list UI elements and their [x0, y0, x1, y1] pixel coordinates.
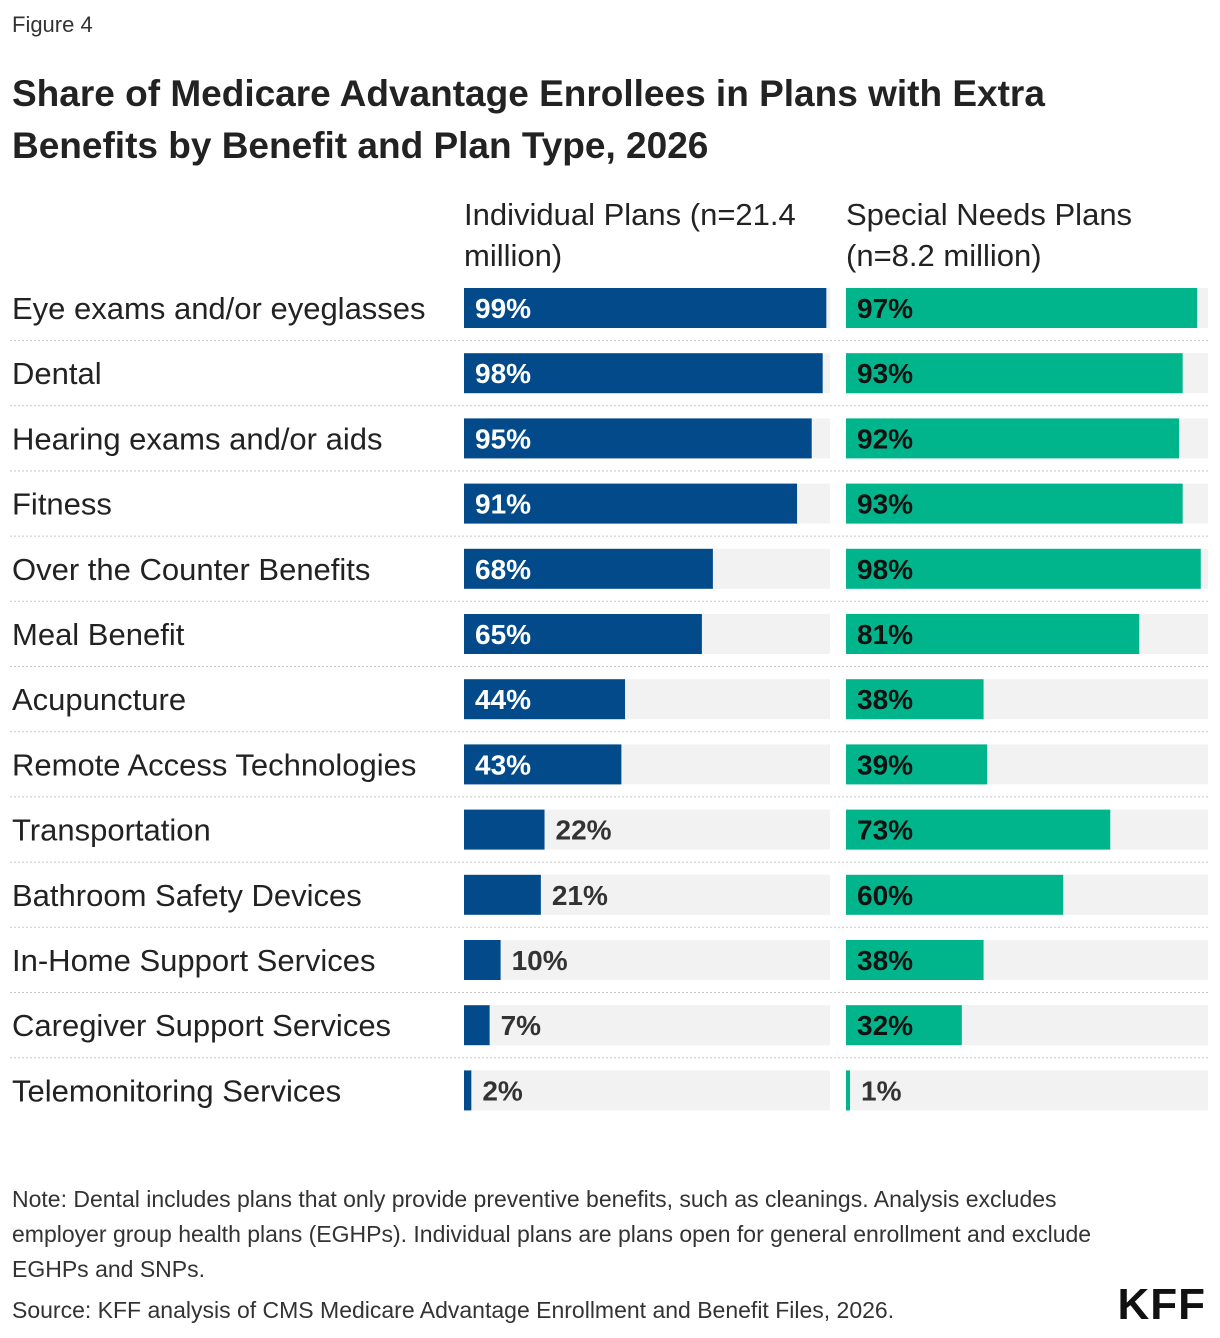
- bar-individual-fitness: [464, 483, 798, 524]
- category-label-caregiver-support-services: Caregiver Support Services: [12, 1008, 391, 1043]
- bar-snp-hearing-exams-and-or-aids: [846, 418, 1180, 459]
- bar-snp-over-the-counter-benefits: [846, 548, 1201, 589]
- data-label-snp-hearing-exams-and-or-aids: 92%: [857, 423, 913, 454]
- data-label-individual-bathroom-safety-devices: 21%: [552, 880, 608, 911]
- bar-track-individual: [464, 940, 830, 980]
- bar-snp-caregiver-support-services: [846, 1005, 962, 1046]
- bar-individual-transportation: [464, 809, 545, 850]
- bar-snp-telemonitoring-services: [846, 1070, 850, 1111]
- data-label-snp-eye-exams-and-or-eyeglasses: 97%: [857, 293, 913, 324]
- bar-snp-remote-access-technologies: [846, 744, 988, 785]
- bar-track-individual: [464, 1070, 830, 1111]
- data-label-snp-remote-access-technologies: 39%: [857, 749, 913, 780]
- bar-individual-telemonitoring-services: [464, 1070, 472, 1111]
- category-label-fitness: Fitness: [12, 487, 112, 522]
- data-label-snp-acupuncture: 38%: [857, 684, 913, 715]
- data-label-snp-fitness: 93%: [857, 489, 913, 520]
- data-label-individual-telemonitoring-services: 2%: [482, 1075, 523, 1106]
- bar-individual-eye-exams-and-or-eyeglasses: [464, 288, 827, 328]
- bar-snp-dental: [846, 353, 1183, 394]
- category-label-remote-access-technologies: Remote Access Technologies: [12, 747, 416, 782]
- data-label-snp-bathroom-safety-devices: 60%: [857, 880, 913, 911]
- data-label-individual-hearing-exams-and-or-aids: 95%: [475, 423, 531, 454]
- data-label-snp-caregiver-support-services: 32%: [857, 1010, 913, 1041]
- data-label-individual-caregiver-support-services: 7%: [501, 1010, 542, 1041]
- column-header-special-needs-plans: Special Needs Plans (n=8.2 million): [846, 197, 1133, 273]
- category-label-dental: Dental: [12, 356, 102, 391]
- bar-individual-meal-benefit: [464, 614, 702, 654]
- bar-individual-remote-access-technologies: [464, 744, 622, 785]
- data-label-snp-dental: 93%: [857, 358, 913, 389]
- figure-label: Figure 4: [12, 12, 93, 37]
- data-label-individual-meal-benefit: 65%: [475, 619, 531, 650]
- data-label-individual-eye-exams-and-or-eyeglasses: 99%: [475, 293, 531, 324]
- kff-logo: KFF: [1117, 1280, 1206, 1329]
- bar-individual-caregiver-support-services: [464, 1005, 490, 1046]
- category-label-hearing-exams-and-or-aids: Hearing exams and/or aids: [12, 421, 382, 456]
- bar-individual-bathroom-safety-devices: [464, 874, 541, 915]
- bar-individual-dental: [464, 353, 823, 394]
- category-label-over-the-counter-benefits: Over the Counter Benefits: [12, 552, 370, 587]
- chart-title: Share of Medicare Advantage Enrollees in…: [12, 73, 1045, 166]
- category-label-in-home-support-services: In-Home Support Services: [12, 943, 376, 978]
- bar-individual-over-the-counter-benefits: [464, 548, 713, 589]
- category-label-telemonitoring-services: Telemonitoring Services: [12, 1073, 341, 1108]
- category-label-acupuncture: Acupuncture: [12, 682, 186, 717]
- chart-source: Source: KFF analysis of CMS Medicare Adv…: [12, 1297, 895, 1323]
- category-label-transportation: Transportation: [12, 813, 211, 848]
- chart-note: Note: Dental includes plans that only pr…: [12, 1186, 1092, 1282]
- data-label-individual-over-the-counter-benefits: 68%: [475, 554, 531, 585]
- bar-track-snp: [846, 1070, 1208, 1111]
- bar-individual-in-home-support-services: [464, 940, 501, 980]
- data-label-snp-transportation: 73%: [857, 815, 913, 846]
- bar-track-individual: [464, 1005, 830, 1046]
- data-label-individual-acupuncture: 44%: [475, 684, 531, 715]
- data-label-individual-fitness: 91%: [475, 489, 531, 520]
- data-label-individual-remote-access-technologies: 43%: [475, 749, 531, 780]
- bar-snp-transportation: [846, 809, 1111, 850]
- bar-individual-acupuncture: [464, 679, 626, 720]
- bar-snp-acupuncture: [846, 679, 984, 720]
- data-label-snp-meal-benefit: 81%: [857, 619, 913, 650]
- bar-snp-meal-benefit: [846, 614, 1140, 654]
- data-label-individual-transportation: 22%: [556, 815, 612, 846]
- data-label-snp-over-the-counter-benefits: 98%: [857, 554, 913, 585]
- bar-snp-eye-exams-and-or-eyeglasses: [846, 288, 1198, 328]
- bar-individual-hearing-exams-and-or-aids: [464, 418, 812, 459]
- bar-snp-fitness: [846, 483, 1183, 524]
- bar-chart: Eye exams and/or eyeglasses 99% 97% Dental 9…: [10, 288, 1208, 1111]
- category-label-bathroom-safety-devices: Bathroom Safety Devices: [12, 878, 362, 913]
- data-label-snp-in-home-support-services: 38%: [857, 945, 913, 976]
- bar-snp-in-home-support-services: [846, 940, 984, 980]
- column-header-individual-plans: Individual Plans (n=21.4 million): [464, 197, 796, 273]
- category-label-eye-exams-and-or-eyeglasses: Eye exams and/or eyeglasses: [12, 291, 426, 326]
- data-label-individual-in-home-support-services: 10%: [512, 945, 568, 976]
- data-label-individual-dental: 98%: [475, 358, 531, 389]
- bar-snp-bathroom-safety-devices: [846, 874, 1064, 915]
- data-label-snp-telemonitoring-services: 1%: [861, 1075, 902, 1106]
- category-label-meal-benefit: Meal Benefit: [12, 617, 185, 652]
